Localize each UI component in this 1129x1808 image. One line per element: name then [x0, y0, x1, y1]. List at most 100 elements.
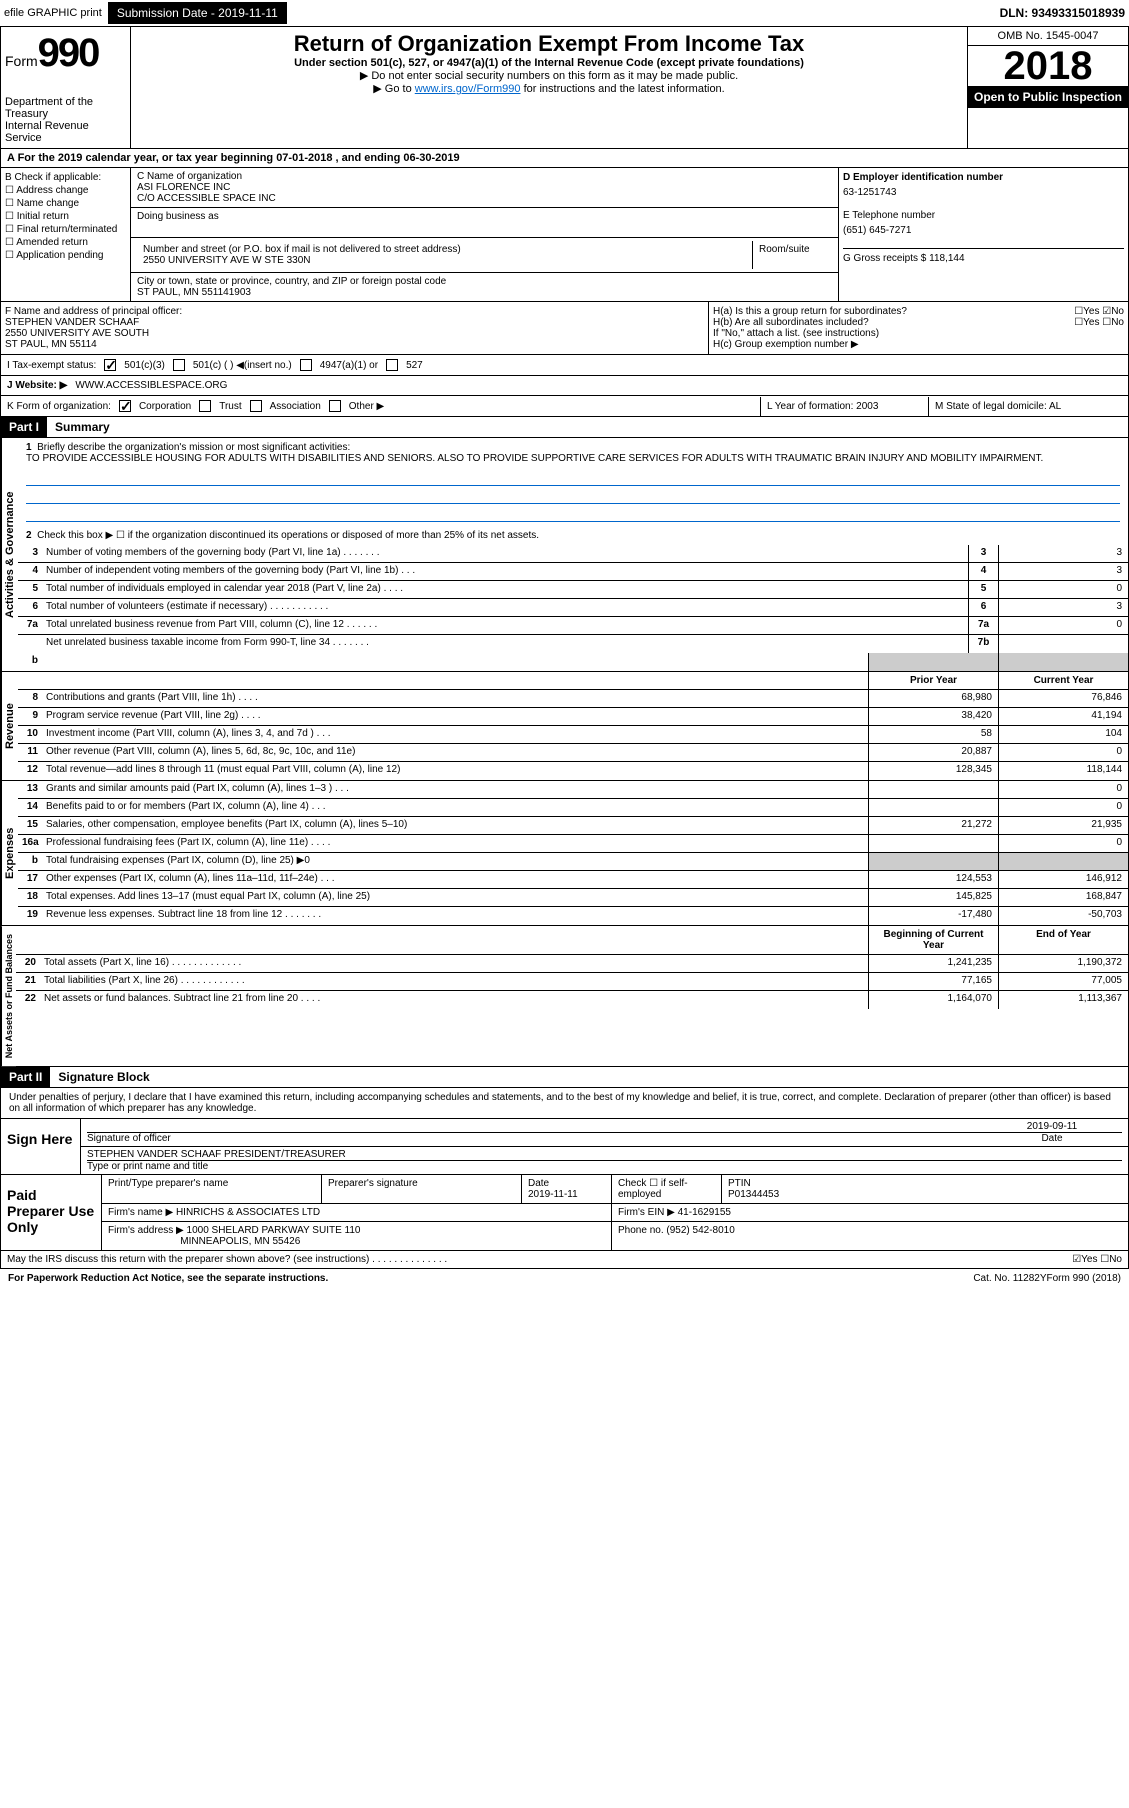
officer-print-name: STEPHEN VANDER SCHAAF PRESIDENT/TREASURE… — [87, 1149, 1122, 1160]
hc-label: H(c) Group exemption number ▶ — [713, 339, 1124, 350]
chk-amended[interactable]: ☐ Amended return — [5, 237, 126, 248]
phone-value: (651) 645-7271 — [843, 225, 1124, 236]
end-year-header: End of Year — [998, 926, 1128, 954]
chk-assoc[interactable] — [250, 400, 262, 412]
chk-name[interactable]: ☐ Name change — [5, 198, 126, 209]
page-footer: For Paperwork Reduction Act Notice, see … — [0, 1269, 1129, 1288]
form-number-cell: Form990 Department of the Treasury Inter… — [1, 27, 131, 148]
sig-disclaimer: Under penalties of perjury, I declare th… — [1, 1088, 1128, 1118]
part1-row: Part I Summary — [0, 417, 1129, 438]
org-name-row: C Name of organization ASI FLORENCE INC … — [131, 168, 838, 208]
underline — [26, 472, 1120, 486]
care-of: C/O ACCESSIBLE SPACE INC — [137, 193, 832, 204]
part1-title: Summary — [47, 417, 118, 437]
line-19: Revenue less expenses. Subtract line 18 … — [42, 907, 868, 925]
sig-officer-label: Signature of officer — [87, 1132, 982, 1144]
part2-title: Signature Block — [50, 1067, 157, 1087]
city-row: City or town, state or province, country… — [131, 273, 838, 301]
line-15: Salaries, other compensation, employee b… — [42, 817, 868, 834]
ein-label: D Employer identification number — [843, 172, 1124, 183]
irs-link[interactable]: www.irs.gov/Form990 — [415, 83, 521, 95]
form-header: Form990 Department of the Treasury Inter… — [0, 26, 1129, 149]
mission-block: 1 Briefly describe the organization's mi… — [18, 438, 1128, 468]
firm-ein: Firm's EIN ▶ 41-1629155 — [612, 1204, 1128, 1222]
org-name: ASI FLORENCE INC — [137, 182, 832, 193]
line-3: Number of voting members of the governin… — [42, 545, 968, 562]
hb-note: If "No," attach a list. (see instruction… — [713, 328, 1124, 339]
box-f: F Name and address of principal officer:… — [1, 302, 708, 354]
addr-label: Number and street (or P.O. box if mail i… — [143, 244, 746, 255]
chk-527[interactable] — [386, 359, 398, 371]
ha-ans: ☐Yes ☑No — [1074, 306, 1124, 317]
underline — [26, 508, 1120, 522]
line-7b: Net unrelated business taxable income fr… — [42, 635, 968, 653]
revenue-section: Revenue Prior YearCurrent Year 8Contribu… — [0, 672, 1129, 781]
chk-initial[interactable]: ☐ Initial return — [5, 211, 126, 222]
prior-year-header: Prior Year — [868, 672, 998, 689]
top-bar: efile GRAPHIC print Submission Date - 20… — [0, 0, 1129, 26]
status-label: I Tax-exempt status: — [7, 360, 96, 371]
preparer-label: Paid Preparer Use Only — [1, 1175, 101, 1250]
ssn-note: ▶ Do not enter social security numbers o… — [135, 69, 963, 82]
prep-name-label: Print/Type preparer's name — [102, 1175, 322, 1204]
firm-name-row: Firm's name ▶ HINRICHS & ASSOCIATES LTD — [102, 1204, 612, 1222]
ein-value: 63-1251743 — [843, 187, 1124, 198]
signature-section: Under penalties of perjury, I declare th… — [0, 1088, 1129, 1269]
discuss-question: May the IRS discuss this return with the… — [7, 1254, 1072, 1265]
firm-phone: Phone no. (952) 542-8010 — [612, 1222, 1128, 1250]
name-label: C Name of organization — [137, 171, 832, 182]
box-d-e-g: D Employer identification number 63-1251… — [838, 168, 1128, 301]
line-4: Number of independent voting members of … — [42, 563, 968, 580]
dba-label: Doing business as — [137, 211, 832, 222]
officer-label: F Name and address of principal officer: — [5, 306, 704, 317]
firm-addr-row: Firm's address ▶ 1000 SHELARD PARKWAY SU… — [102, 1222, 612, 1250]
chk-trust[interactable] — [199, 400, 211, 412]
dept-treasury: Department of the Treasury — [5, 96, 126, 120]
note2-post: for instructions and the latest informat… — [521, 83, 725, 95]
chk-corp[interactable] — [119, 400, 131, 412]
box-b-label: B Check if applicable: — [5, 172, 126, 183]
part1-header: Part I — [1, 417, 47, 437]
submission-date-button[interactable]: Submission Date - 2019-11-11 — [108, 2, 287, 24]
line-16a: Professional fundraising fees (Part IX, … — [42, 835, 868, 852]
city-label: City or town, state or province, country… — [137, 276, 832, 287]
current-year-header: Current Year — [998, 672, 1128, 689]
footer-cat: Cat. No. 11282Y — [973, 1273, 1046, 1284]
chk-final[interactable]: ☐ Final return/terminated — [5, 224, 126, 235]
header-center: Return of Organization Exempt From Incom… — [131, 27, 968, 148]
box-c: C Name of organization ASI FLORENCE INC … — [131, 168, 838, 301]
underline — [26, 490, 1120, 504]
gross-receipts: G Gross receipts $ 118,144 — [843, 248, 1124, 264]
hb-ans: ☐Yes ☐No — [1074, 317, 1124, 328]
form-990: 990 — [38, 31, 99, 75]
prep-self-emp: Check ☐ if self-employed — [612, 1175, 722, 1204]
addr-row: Number and street (or P.O. box if mail i… — [131, 238, 838, 273]
part2-row: Part II Signature Block — [0, 1067, 1129, 1088]
expenses-section: Expenses 13Grants and similar amounts pa… — [0, 781, 1129, 926]
chk-address[interactable]: ☐ Address change — [5, 185, 126, 196]
line-21: Total liabilities (Part X, line 26) . . … — [40, 973, 868, 990]
open-public-badge: Open to Public Inspection — [968, 86, 1128, 108]
mission-text: TO PROVIDE ACCESSIBLE HOUSING FOR ADULTS… — [26, 453, 1043, 464]
phone-label: E Telephone number — [843, 210, 1124, 221]
chk-501c[interactable] — [173, 359, 185, 371]
form-label: Form — [5, 53, 38, 69]
line-16b: Total fundraising expenses (Part IX, col… — [42, 853, 868, 870]
chk-4947[interactable] — [300, 359, 312, 371]
line-11: Other revenue (Part VIII, column (A), li… — [42, 744, 868, 761]
line-7a: Total unrelated business revenue from Pa… — [42, 617, 968, 634]
tax-period: A For the 2019 calendar year, or tax yea… — [0, 149, 1129, 168]
tax-status-row: I Tax-exempt status: 501(c)(3) 501(c) ( … — [0, 355, 1129, 376]
chk-other[interactable] — [329, 400, 341, 412]
website-value: WWW.ACCESSIBLESPACE.ORG — [75, 380, 227, 391]
ha-label: H(a) Is this a group return for subordin… — [713, 306, 1074, 317]
form-org-label: K Form of organization: — [7, 401, 111, 412]
box-b: B Check if applicable: ☐ Address change … — [1, 168, 131, 301]
street-addr: 2550 UNIVERSITY AVE W STE 330N — [143, 255, 746, 266]
dba-row: Doing business as — [131, 208, 838, 238]
line-12: Total revenue—add lines 8 through 11 (mu… — [42, 762, 868, 780]
chk-501c3[interactable] — [104, 359, 116, 371]
chk-pending[interactable]: ☐ Application pending — [5, 250, 126, 261]
line-8: Contributions and grants (Part VIII, lin… — [42, 690, 868, 707]
header-right: OMB No. 1545-0047 2018 Open to Public In… — [968, 27, 1128, 148]
